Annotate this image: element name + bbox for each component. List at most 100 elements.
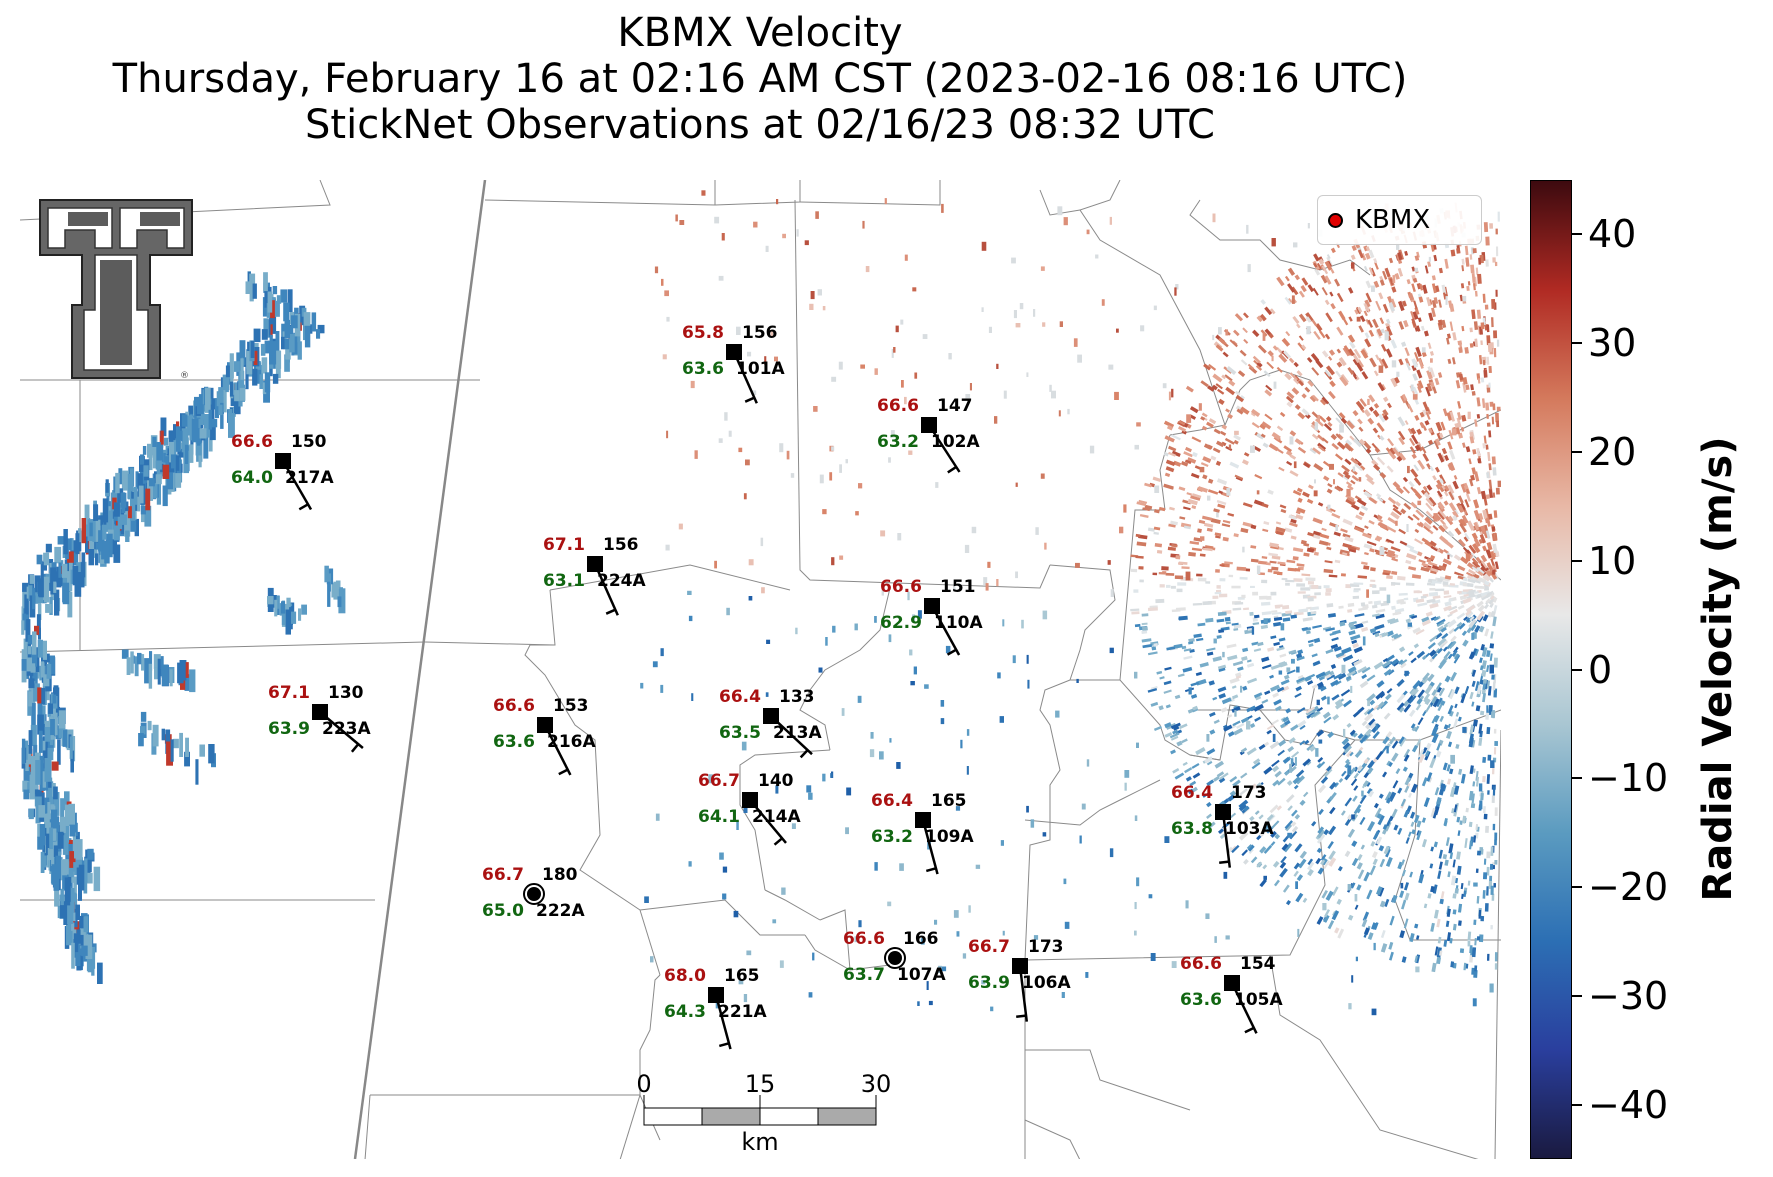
- station-101A[interactable]: [726, 344, 758, 404]
- colorbar-tick: [1572, 994, 1582, 997]
- station-temperature: 66.4: [1171, 783, 1213, 803]
- wind-barb-shaft: [714, 994, 732, 1050]
- wind-barb-shaft: [593, 563, 619, 616]
- colorbar-tick: [1572, 668, 1582, 671]
- station-id: 102A: [931, 432, 980, 452]
- colorbar-tick-label: 20: [1588, 429, 1637, 474]
- station-wind-direction: 173: [1231, 783, 1267, 803]
- station-110A[interactable]: [924, 598, 961, 656]
- colorbar-tick-label: 0: [1588, 647, 1613, 692]
- station-temperature: 66.7: [968, 937, 1010, 957]
- station-109A[interactable]: [915, 812, 939, 875]
- station-dewpoint: 63.9: [268, 719, 310, 739]
- station-wind-direction: 154: [1240, 954, 1276, 974]
- station-id: 216A: [547, 732, 596, 752]
- colorbar-tick: [1572, 450, 1582, 453]
- station-222A[interactable]: [523, 883, 545, 905]
- station-dewpoint: 65.0: [482, 901, 524, 921]
- map-panel[interactable]: 0 15 30 km ® 65.8 156 63.6 101A 66.6 147 63.2 1: [20, 180, 1501, 1159]
- station-wind-direction: 156: [742, 323, 778, 343]
- wind-barb-feather: [605, 608, 616, 615]
- station-id: 110A: [934, 613, 983, 633]
- svg-text:®: ®: [180, 371, 189, 381]
- wind-barb-feather: [1016, 1014, 1027, 1019]
- station-105A[interactable]: [1224, 975, 1258, 1034]
- state-boundary: [353, 180, 487, 1159]
- station-id: 109A: [925, 827, 974, 847]
- wind-barb-feather: [298, 503, 309, 511]
- station-dewpoint: 63.7: [843, 965, 885, 985]
- wind-barb-feather: [925, 867, 937, 873]
- station-marker: [708, 987, 724, 1003]
- station-marker: [921, 417, 937, 433]
- station-wind-direction: 151: [940, 577, 976, 597]
- title-line-2: Thursday, February 16 at 02:16 AM CST (2…: [112, 56, 1408, 102]
- station-214A[interactable]: [742, 792, 787, 846]
- station-id: 224A: [597, 571, 646, 591]
- station-temperature: 67.1: [268, 683, 310, 703]
- figure-title: KBMX Velocity Thursday, February 16 at 0…: [0, 10, 1520, 148]
- wind-barb-feather: [799, 749, 809, 759]
- radar-velocity-gates: [21, 190, 1501, 1016]
- station-temperature: 68.0: [664, 966, 706, 986]
- title-line-1: KBMX Velocity: [617, 10, 903, 56]
- station-id: 213A: [773, 723, 822, 743]
- station-temperature: 66.6: [231, 432, 273, 452]
- station-wind-direction: 180: [542, 865, 578, 885]
- sticknet-stations: 65.8 156 63.6 101A 66.6 147 63.2 102A 66.6 150 64.…: [231, 323, 1283, 1050]
- station-id: 217A: [285, 468, 334, 488]
- station-id: 101A: [736, 359, 785, 379]
- station-wind-direction: 133: [779, 687, 815, 707]
- scale-bar: 0 15 30 km: [636, 1070, 891, 1156]
- colorbar-tick: [1572, 1103, 1582, 1106]
- station-dewpoint: 63.8: [1171, 819, 1213, 839]
- wind-barb-shaft: [281, 460, 313, 511]
- wind-barb-shaft: [543, 724, 572, 776]
- station-marker: [587, 556, 603, 572]
- station-213A[interactable]: [763, 708, 813, 759]
- station-temperature: 66.7: [482, 865, 524, 885]
- station-dewpoint: 64.1: [698, 807, 740, 827]
- station-id: 223A: [322, 719, 371, 739]
- colorbar-tick-label: −10: [1588, 756, 1669, 801]
- station-marker: [312, 704, 328, 720]
- station-dewpoint: 63.1: [543, 571, 585, 591]
- station-223A[interactable]: [312, 704, 364, 753]
- station-217A[interactable]: [275, 453, 313, 511]
- station-106A[interactable]: [1012, 958, 1029, 1022]
- station-temperature: 65.8: [682, 323, 724, 343]
- station-107A[interactable]: [884, 947, 906, 969]
- station-marker: [742, 792, 758, 808]
- station-102A[interactable]: [921, 417, 961, 474]
- station-marker: [275, 453, 291, 469]
- wind-barb-shaft: [1018, 965, 1029, 1022]
- station-wind-direction: 165: [931, 791, 967, 811]
- station-dewpoint: 63.2: [877, 432, 919, 452]
- station-id: 103A: [1225, 819, 1274, 839]
- colorbar-tick: [1572, 886, 1582, 889]
- scalebar-label-15: 15: [745, 1070, 776, 1098]
- station-marker: [763, 708, 779, 724]
- station-temperature: 66.6: [493, 696, 535, 716]
- station-221A[interactable]: [708, 987, 732, 1050]
- wind-barb-shaft: [1221, 811, 1232, 868]
- colorbar-tick-label: −20: [1588, 865, 1669, 910]
- station-marker: [537, 717, 553, 733]
- wind-barb-feather: [744, 396, 755, 403]
- calm-wind-marker: [523, 883, 545, 905]
- wind-barb-shaft: [921, 819, 939, 875]
- scalebar-unit: km: [741, 1128, 778, 1156]
- colorbar-tick: [1572, 777, 1582, 780]
- calm-wind-dot: [527, 887, 541, 901]
- colorbar-tick-label: −30: [1588, 973, 1669, 1018]
- wind-barb-feather: [1219, 860, 1230, 865]
- wind-barb-feather: [947, 465, 957, 474]
- colorbar-tick: [1572, 233, 1582, 236]
- station-103A[interactable]: [1215, 804, 1232, 868]
- station-216A[interactable]: [537, 717, 572, 776]
- station-wind-direction: 140: [758, 771, 794, 791]
- station-marker: [915, 812, 931, 828]
- station-224A[interactable]: [587, 556, 619, 616]
- station-wind-direction: 156: [603, 535, 639, 555]
